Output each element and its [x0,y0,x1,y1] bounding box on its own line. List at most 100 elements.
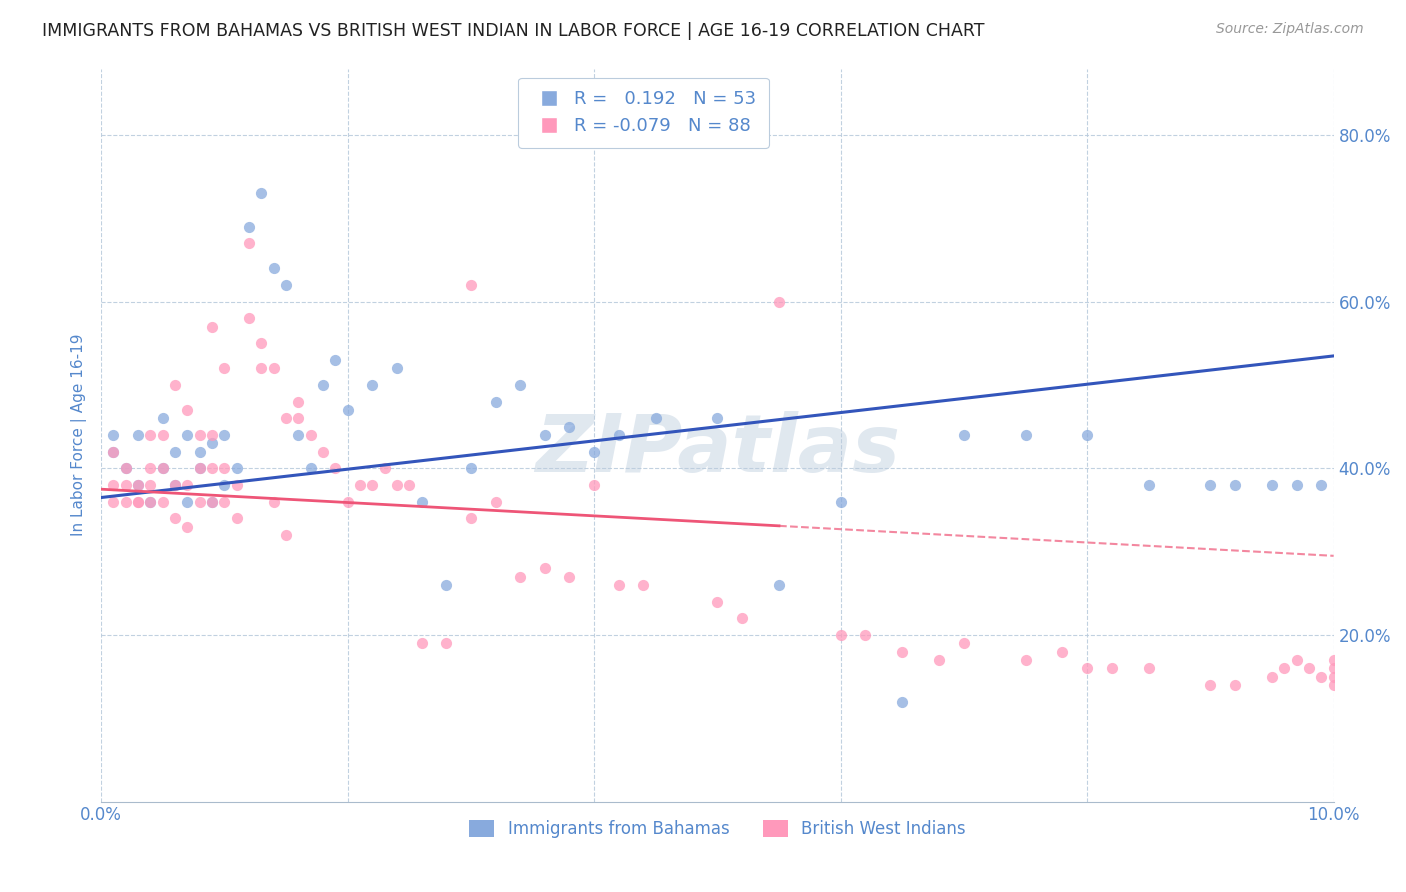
Point [891,645,914,659]
Point [152,461,174,475]
Point [238,219,260,234]
Point [1076,428,1098,442]
Point [1223,678,1246,692]
Point [509,378,531,392]
Point [176,494,198,508]
Text: Source: ZipAtlas.com: Source: ZipAtlas.com [1216,22,1364,37]
Point [225,511,247,525]
Point [201,428,224,442]
Point [299,461,322,475]
Point [188,461,211,475]
Point [214,361,236,376]
Point [411,636,433,650]
Point [534,428,557,442]
Point [1199,478,1222,492]
Point [165,444,187,458]
Point [165,478,187,492]
Point [385,361,408,376]
Point [312,378,335,392]
Point [1101,661,1123,675]
Point [139,478,162,492]
Point [165,478,187,492]
Point [460,278,482,293]
Point [103,494,125,508]
Point [706,594,728,608]
Point [127,494,149,508]
Point [1137,478,1160,492]
Point [1323,661,1346,675]
Point [139,428,162,442]
Point [114,478,136,492]
Point [607,578,630,592]
Point [484,494,506,508]
Point [176,403,198,417]
Point [583,478,606,492]
Y-axis label: In Labor Force | Age 16-19: In Labor Force | Age 16-19 [72,334,87,536]
Point [263,494,285,508]
Point [633,578,655,592]
Point [238,236,260,251]
Point [706,411,728,425]
Point [176,478,198,492]
Point [1076,661,1098,675]
Point [312,444,335,458]
Point [188,444,211,458]
Point [336,494,359,508]
Point [953,428,976,442]
Point [127,478,149,492]
Text: IMMIGRANTS FROM BAHAMAS VS BRITISH WEST INDIAN IN LABOR FORCE | AGE 16-19 CORREL: IMMIGRANTS FROM BAHAMAS VS BRITISH WEST … [42,22,984,40]
Point [1261,670,1284,684]
Point [830,628,852,642]
Point [398,478,420,492]
Point [323,353,346,368]
Point [250,336,273,351]
Point [768,294,790,309]
Point [201,319,224,334]
Point [201,494,224,508]
Point [349,478,371,492]
Point [176,428,198,442]
Point [953,636,976,650]
Point [152,428,174,442]
Point [214,461,236,475]
Point [460,461,482,475]
Point [274,528,297,542]
Point [188,428,211,442]
Point [214,428,236,442]
Point [361,478,384,492]
Point [152,461,174,475]
Point [1223,478,1246,492]
Point [201,494,224,508]
Point [274,278,297,293]
Point [1272,661,1295,675]
Point [830,494,852,508]
Point [1052,645,1074,659]
Point [225,478,247,492]
Point [165,378,187,392]
Legend: Immigrants from Bahamas, British West Indians: Immigrants from Bahamas, British West In… [463,813,972,845]
Point [1310,478,1333,492]
Point [928,653,950,667]
Point [336,403,359,417]
Point [1199,678,1222,692]
Point [434,578,457,592]
Point [1285,653,1308,667]
Point [323,461,346,475]
Point [1014,428,1036,442]
Point [188,494,211,508]
Point [103,444,125,458]
Point [644,411,666,425]
Point [114,494,136,508]
Point [214,478,236,492]
Point [583,444,606,458]
Point [509,569,531,583]
Point [152,494,174,508]
Point [558,569,581,583]
Point [1261,478,1284,492]
Point [607,428,630,442]
Point [1323,678,1346,692]
Point [361,378,384,392]
Point [225,461,247,475]
Point [299,428,322,442]
Point [287,428,309,442]
